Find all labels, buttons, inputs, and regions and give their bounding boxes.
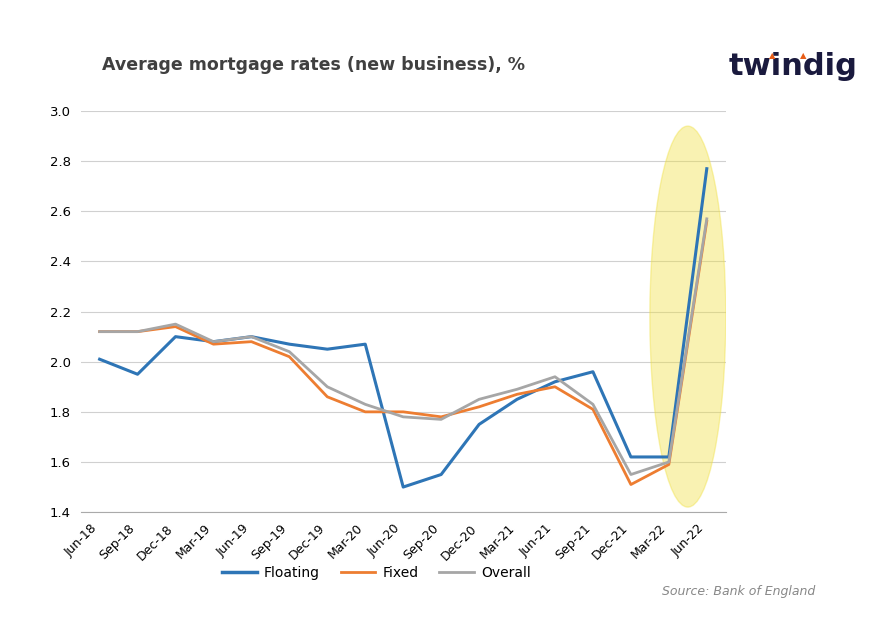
Text: Source: Bank of England: Source: Bank of England	[662, 586, 815, 598]
Text: twindig: twindig	[728, 52, 857, 81]
Ellipse shape	[650, 126, 726, 507]
Text: ▲: ▲	[799, 51, 806, 60]
Text: ▲: ▲	[769, 51, 776, 60]
Legend: Floating, Fixed, Overall: Floating, Fixed, Overall	[217, 560, 536, 586]
Text: Average mortgage rates (new business), %: Average mortgage rates (new business), %	[102, 56, 525, 74]
